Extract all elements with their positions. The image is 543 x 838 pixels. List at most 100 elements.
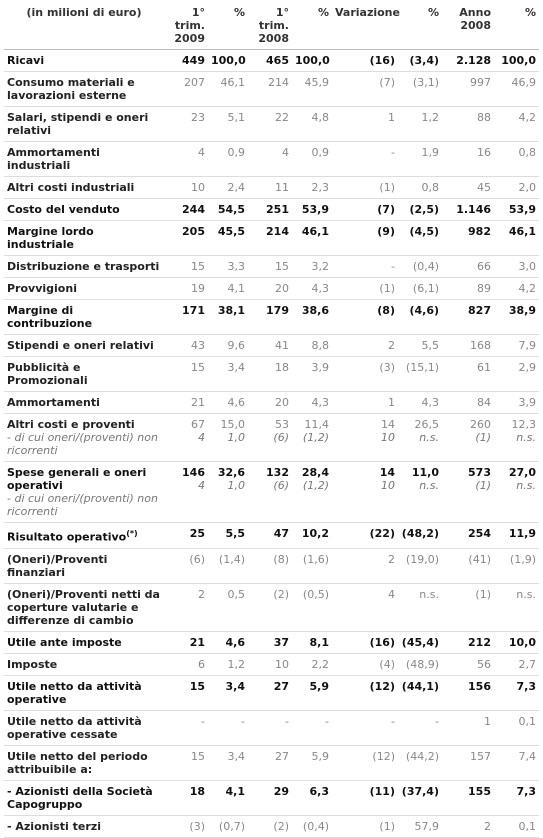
cell-value: 0,9 [227,146,246,159]
cell: 7,9 [494,334,539,357]
row-label: (Oneri)/Proventi finanziari [4,548,164,584]
cell-value: 14 [381,418,395,431]
cell-value: 53,9 [301,203,329,216]
sub-value: (1,2) [302,479,329,492]
label-text: Altri costi industriali [7,181,135,194]
cell-value: 2,7 [518,657,537,671]
cell: 54,5 [208,198,248,221]
cell-value: 84 [477,396,491,409]
label-text: Salari, stipendi e oneri relativi [7,111,149,137]
table-row: Pubblicità e Promozionali 15 3,4 18 3,9 (3) (1… [4,356,539,392]
cell: 15 [248,255,292,278]
cell-value: 15,0 [220,418,246,431]
cell: 12,3 n.s. [494,413,539,462]
cell: 7,3 [494,780,539,816]
cell: 14 10 [332,413,398,462]
cell: 45,5 [208,220,248,256]
cell-value: 827 [468,304,491,317]
sub-value: 10 [381,479,395,492]
cell-value: 11,9 [508,527,536,540]
cell-value: 3,4 [225,679,246,693]
cell: (15,1) [398,356,442,392]
sub-value: 10 [381,431,395,444]
cell-value: 25 [189,527,205,540]
label-text: Ricavi [7,54,45,67]
column-header: 1° trim. 2008 [248,2,292,50]
cell: 1 [332,391,398,414]
cell: 2 [164,583,208,632]
cell-value: 56 [477,657,491,671]
label-text: Risultato operativo [7,530,127,544]
cell: 29 [248,780,292,816]
cell-value: (2,5) [409,203,439,216]
cell-value: 0,8 [518,146,537,159]
cell-value: (1) [379,282,395,295]
cell: 6 [164,653,208,676]
column-header: % [208,2,248,50]
cell: 88 [442,106,494,142]
cell: 6,3 [292,780,332,816]
cell-value: 2,3 [311,181,330,194]
cell: 23 [164,106,208,142]
cell: 37 [248,631,292,654]
cell: 4 [332,583,398,632]
cell: 11,4 (1,2) [292,413,332,462]
cell-value: 5,5 [421,339,440,352]
cell: 2 [442,815,494,838]
cell: 15 [164,356,208,392]
cell: 5,1 [208,106,248,142]
cell: 7,4 [494,745,539,781]
cell-value: 15 [275,260,289,273]
cell: 4,8 [292,106,332,142]
cell: 3,4 [208,745,248,781]
label-text: Provvigioni [7,282,77,295]
sub-value: n.s. [516,431,536,444]
cell-value: (0,5) [302,587,329,601]
cell: 8,1 [292,631,332,654]
cell: (1,4) [208,548,248,584]
cell: (37,4) [398,780,442,816]
label-text: Altri costi e proventi [7,418,135,431]
cell-value: 3,0 [518,260,537,273]
cell: 4,2 [494,106,539,142]
table-body: Ricavi 449 100,0 465 100,0 (16) (3,4) 2.128 100,… [4,49,539,838]
label-text: - Azionisti terzi [7,819,101,833]
cell-value: (8) [273,552,289,566]
cell: (0,4) [398,255,442,278]
income-table: (in milioni di euro) 1° trim. 2009% 1° tri… [4,2,539,838]
cell: 146 4 [164,461,208,523]
cell-value: 22 [275,111,289,124]
cell: 3,9 [292,356,332,392]
cell: 28,4 (1,2) [292,461,332,523]
cell: 2,2 [292,653,332,676]
row-label: Ammortamenti industriali [4,141,164,177]
cell: (3,4) [398,49,442,72]
cell-value: 100,0 [501,54,536,67]
cell: 21 [164,631,208,654]
cell: 16 [442,141,494,177]
cell: 207 [164,71,208,107]
cell-value: (22) [369,527,395,540]
cell-value: 0,1 [518,714,537,728]
sub-value: n.s. [516,479,536,492]
cell-value: (4,6) [409,304,439,317]
row-label: Costo del venduto [4,198,164,221]
label-text: Consumo materiali e lavorazioni esterne [7,76,135,102]
cell: 21 [164,391,208,414]
table-row: Altri costi industriali 10 2,4 11 2,3 (1) 0,8 4… [4,176,539,199]
label-text: Utile ante imposte [7,635,122,649]
table-row: Ricavi 449 100,0 465 100,0 (16) (3,4) 2.128 100,… [4,49,539,72]
cell-value: 67 [191,418,205,431]
cell: 0,1 [494,710,539,746]
cell-value: 157 [470,749,491,763]
cell-value: (6) [189,552,205,566]
cell-value: 251 [266,203,289,216]
cell-value: (0,4) [412,260,439,273]
row-label: Utile netto del periodo attribuibile a: [4,745,164,781]
cell: 449 [164,49,208,72]
cell-value: 244 [182,203,205,216]
cell-value: 3,3 [227,260,246,273]
sub-value: (1,2) [302,431,329,444]
cell-value: 1 [388,111,395,124]
cell-value: 41 [275,339,289,352]
